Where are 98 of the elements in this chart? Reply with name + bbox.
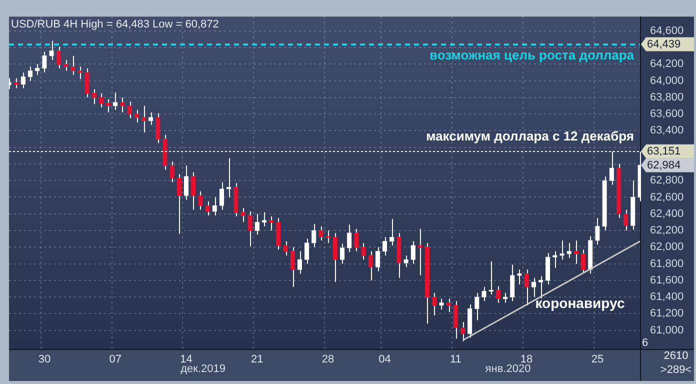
candlestick [141, 105, 146, 133]
candlestick [290, 246, 295, 288]
y-tick-label: 61,600 [650, 274, 684, 286]
text: 64,439 [647, 38, 681, 50]
candlestick [510, 264, 515, 302]
text: 63,151 [647, 145, 681, 158]
candlestick [113, 92, 118, 110]
candlestick [304, 238, 310, 264]
candlestick [312, 223, 316, 248]
text: 2610 [664, 350, 688, 362]
y-tick-label: 61,200 [650, 308, 684, 320]
text: янв.2020 [485, 363, 531, 376]
candlestick [623, 209, 628, 231]
candlestick [98, 92, 104, 108]
x-tick-label: 18 [520, 354, 533, 366]
candlestick [219, 182, 224, 210]
candlestick [404, 254, 408, 268]
y-tick-label: 61,400 [650, 291, 684, 304]
y-tick-label: 64,000 [650, 74, 684, 87]
candlestick [468, 304, 472, 338]
candlestick [234, 182, 238, 217]
y-tick-label: 63,400 [650, 124, 684, 137]
candlestick [410, 240, 416, 264]
x-tick-label: 11 [450, 354, 462, 366]
y-tick-label: 61,800 [650, 258, 684, 270]
y-tick-label: 64,600 [650, 24, 684, 37]
candlestick [432, 292, 437, 316]
y-tick-label: 62,200 [650, 224, 684, 237]
text: 62,984 [647, 159, 681, 172]
candlestick [176, 173, 182, 234]
candlestick [254, 213, 260, 236]
candlestick [439, 298, 444, 310]
y-tick-label: 61,000 [650, 324, 684, 336]
y-tick-label: 63,800 [650, 91, 684, 104]
candlestick [156, 112, 160, 144]
candlestick [354, 228, 359, 252]
candlestick [198, 190, 203, 210]
candlestick [531, 277, 536, 298]
y-tick-label: 64,200 [650, 58, 684, 70]
x-tick-label: 14 [180, 354, 192, 366]
candlestick [453, 300, 458, 340]
candlestick [248, 210, 252, 247]
candlestick [92, 88, 96, 105]
candlestick [276, 218, 281, 250]
y-tick-label: 62,400 [650, 208, 684, 220]
candlestick [20, 72, 26, 89]
x-tick-label: 07 [109, 354, 122, 366]
text: дек.2019 [180, 363, 226, 376]
candlestick [546, 252, 550, 286]
candlestick [148, 112, 154, 126]
candlestick [318, 226, 324, 241]
x-tick-label: 28 [322, 354, 334, 366]
candlestick [595, 218, 600, 246]
x-tick-label: 25 [591, 354, 604, 366]
ref-line-label: максимум доллара с 12 декабря [426, 128, 634, 144]
candlestick [49, 40, 54, 61]
candlestick [496, 286, 501, 304]
candlestick [446, 298, 451, 312]
candlestick [474, 292, 480, 321]
x-tick-label: 04 [378, 354, 391, 366]
candlestick [368, 250, 373, 281]
candlestick [375, 246, 380, 272]
candlestick [382, 236, 388, 256]
candlestick [42, 51, 47, 73]
candlestick [460, 321, 466, 342]
candlestick [134, 109, 139, 123]
candlestick [170, 160, 174, 183]
candlestick [56, 46, 61, 69]
candlestick [517, 269, 522, 286]
candlestick [580, 249, 586, 273]
y-tick-label: 63,600 [650, 108, 684, 120]
x-tick-label: 30 [38, 354, 51, 366]
y-tick-label: 62,800 [650, 174, 684, 187]
candlestick [120, 96, 125, 113]
candlestick [191, 172, 196, 210]
x-tick-label: 21 [251, 354, 264, 366]
candlestick [524, 269, 529, 306]
candlestick [332, 232, 338, 283]
candlestick [84, 68, 90, 98]
candlestick [127, 101, 132, 119]
candlestick [205, 200, 210, 216]
text: 6 [642, 337, 648, 350]
text: >289< [660, 364, 692, 376]
candlestick [482, 286, 486, 302]
y-tick-label: 62,600 [650, 191, 684, 204]
candlestick [184, 165, 189, 200]
annotation: коронавирус [535, 294, 625, 311]
candlestick [297, 250, 302, 274]
candlestick [212, 196, 217, 216]
ref-line-label: возможная цель роста доллара [430, 48, 635, 63]
chart-title: USD/RUB 4H High = 64,483 Low = 60,872 [11, 18, 219, 31]
candlestick [28, 66, 33, 82]
candlestick [240, 208, 246, 223]
y-tick-label: 62,000 [650, 241, 684, 254]
candlestick [283, 240, 288, 256]
candlestick [340, 243, 345, 264]
candlestick [361, 242, 366, 260]
candlestick [346, 224, 352, 253]
